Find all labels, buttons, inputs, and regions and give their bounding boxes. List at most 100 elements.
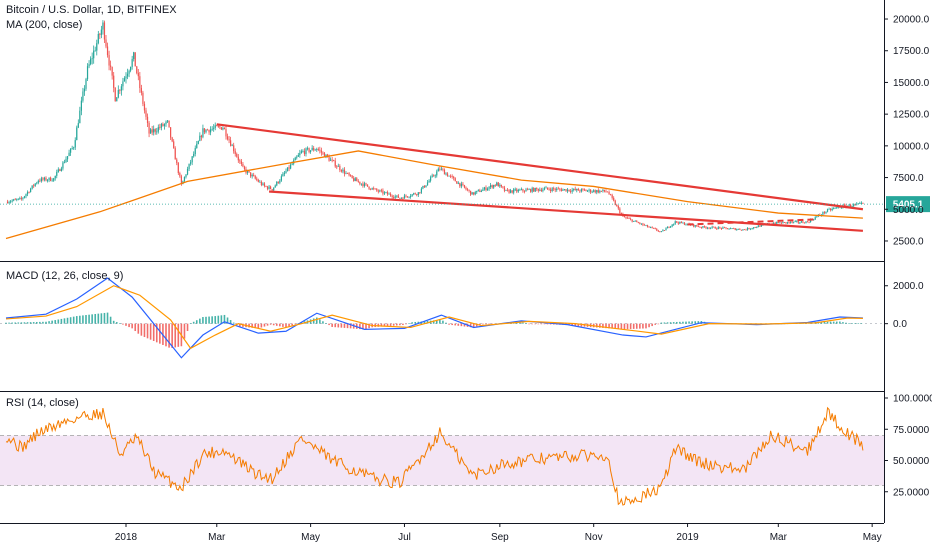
candle-body: [425, 185, 427, 188]
rsi-legend[interactable]: RSI (14, close): [6, 397, 79, 409]
candle-body: [471, 192, 473, 195]
candle-body: [517, 189, 519, 192]
candle-body: [651, 227, 653, 228]
candle-body: [645, 225, 647, 226]
candle-body: [614, 200, 616, 205]
macd-histogram-bar: [168, 323, 170, 348]
macd-histogram-bar: [626, 323, 629, 330]
candle-body: [480, 191, 482, 192]
macd-histogram-bar: [531, 323, 533, 325]
macd-line: [5, 277, 863, 359]
macd-histogram-bar: [63, 318, 66, 324]
candle-body: [448, 175, 450, 177]
candle-body: [313, 147, 315, 151]
candle-body: [646, 225, 649, 227]
candle-body: [328, 156, 330, 161]
macd-histogram-bar: [239, 323, 241, 327]
candle-body: [396, 195, 398, 197]
candle-body: [130, 66, 132, 71]
candle-body: [243, 166, 246, 169]
candle-body: [191, 156, 193, 163]
rsi-pane[interactable]: [0, 406, 884, 506]
candle-body: [833, 208, 835, 209]
candle-body: [317, 149, 319, 150]
macd-histogram-bar: [414, 321, 417, 324]
candle-body: [53, 178, 55, 181]
candle-body: [605, 191, 607, 193]
macd-histogram-bar: [435, 320, 438, 324]
candle-body: [654, 228, 656, 230]
macd-histogram-bar: [171, 323, 173, 349]
candle-body: [608, 191, 610, 195]
macd-legend[interactable]: MACD (12, 26, close, 9): [6, 270, 124, 282]
candle-body: [748, 227, 750, 230]
candle-body: [856, 203, 858, 205]
candle-body: [420, 188, 422, 193]
candle-body: [650, 227, 652, 228]
candle-body: [746, 227, 749, 230]
macd-histogram-bar: [472, 323, 475, 328]
candle-body: [379, 190, 381, 192]
candle-body: [796, 221, 798, 223]
candle-body: [786, 222, 789, 224]
macd-histogram-bar: [177, 323, 180, 347]
macd-histogram-bar: [552, 323, 555, 325]
candle-body: [266, 186, 269, 189]
macd-histogram-bar: [189, 323, 192, 324]
macd-histogram-bar: [232, 322, 235, 324]
macd-histogram-bar: [599, 323, 601, 328]
candle-body: [345, 173, 347, 174]
candle-body: [466, 189, 469, 191]
candle-body: [199, 135, 201, 142]
macd-histogram-bar: [392, 323, 395, 326]
candle-body: [106, 46, 109, 56]
macd-histogram-bar: [115, 322, 118, 324]
macd-histogram-bar: [525, 323, 527, 324]
macd-histogram-bar: [106, 312, 109, 324]
candle-body: [231, 145, 233, 147]
macd-histogram-bar: [654, 323, 657, 325]
candle-body: [168, 120, 170, 128]
macd-histogram-bar: [26, 322, 29, 324]
candle-body: [705, 227, 707, 229]
candle-body: [617, 206, 619, 209]
candle-body: [288, 167, 290, 169]
macd-histogram-bar: [546, 323, 549, 325]
candle-body: [143, 103, 146, 111]
candle-body: [711, 226, 713, 228]
macd-histogram-bar: [359, 323, 361, 330]
candle-body: [190, 162, 192, 164]
macd-histogram-bar: [642, 323, 644, 329]
candle-body: [474, 192, 476, 195]
candle-body: [625, 217, 627, 219]
candle-body: [446, 173, 449, 177]
macd-histogram-bar: [195, 320, 198, 324]
candle-body: [513, 189, 515, 193]
ma-legend[interactable]: MA (200, close): [6, 19, 83, 31]
symbol-title[interactable]: Bitcoin / U.S. Dollar, 1D, BITFINEX: [6, 4, 177, 16]
candle-body: [545, 187, 547, 189]
candle-body: [380, 190, 382, 192]
candle-body: [799, 222, 801, 224]
macd-histogram-bar: [257, 323, 260, 329]
candle-body: [739, 228, 741, 230]
candle-body: [177, 162, 179, 174]
macd-histogram-bar: [475, 323, 478, 327]
macd-histogram-bar: [143, 323, 146, 338]
candle-body: [720, 227, 722, 229]
candle-body: [250, 172, 252, 177]
candle-body: [156, 131, 158, 133]
candle-body: [468, 190, 470, 191]
macd-histogram-bar: [8, 322, 10, 324]
candle-body: [113, 75, 115, 88]
price-pane[interactable]: [0, 20, 884, 240]
candle-body: [148, 123, 150, 134]
candle-body: [648, 226, 650, 228]
macd-histogram-bar: [29, 322, 32, 324]
candle-body: [59, 169, 61, 171]
candle-body: [10, 201, 12, 203]
candle-body: [290, 164, 292, 169]
candle-body: [240, 161, 242, 164]
macd-pane[interactable]: [0, 277, 884, 359]
